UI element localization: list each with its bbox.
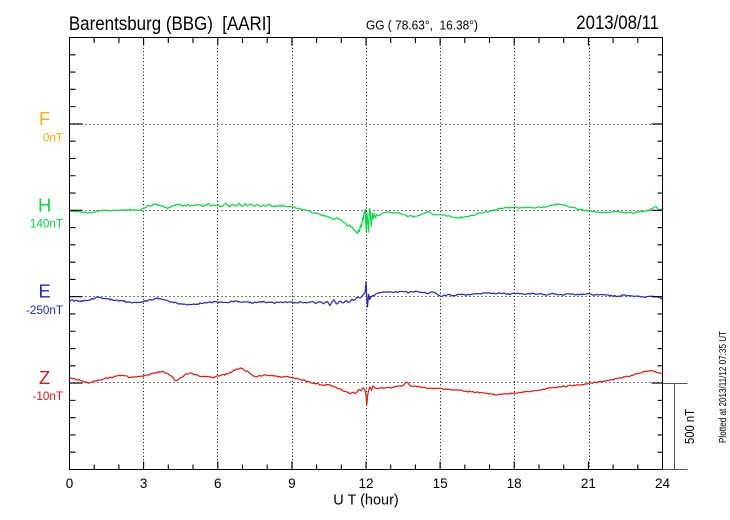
svg-text:18: 18 <box>507 476 522 491</box>
svg-text:0: 0 <box>66 476 74 491</box>
svg-text:GG ( 78.63°, 16.38°): GG ( 78.63°, 16.38°) <box>366 19 478 33</box>
svg-text:U T (hour): U T (hour) <box>333 492 399 508</box>
svg-text:2013/08/11: 2013/08/11 <box>576 13 659 34</box>
svg-text:H: H <box>38 194 51 215</box>
svg-text:12: 12 <box>358 476 373 491</box>
svg-text:24: 24 <box>655 476 671 491</box>
svg-text:-10nT: -10nT <box>32 390 63 403</box>
svg-text:6: 6 <box>214 476 222 491</box>
svg-text:140nT: 140nT <box>30 218 63 231</box>
svg-text:500 nT: 500 nT <box>682 409 697 444</box>
svg-text:15: 15 <box>433 476 448 491</box>
svg-text:Z: Z <box>39 367 50 388</box>
svg-text:F: F <box>39 108 50 129</box>
svg-text:-250nT: -250nT <box>26 304 63 317</box>
svg-text:21: 21 <box>581 476 596 491</box>
svg-text:3: 3 <box>140 476 148 491</box>
svg-text:0nT: 0nT <box>43 132 63 145</box>
svg-text:Plotted at 2013/11/12 07:35 UT: Plotted at 2013/11/12 07:35 UT <box>718 330 729 443</box>
svg-text:E: E <box>38 281 50 302</box>
svg-text:9: 9 <box>288 476 296 491</box>
svg-text:Barentsburg (BBG) [AARI]: Barentsburg (BBG) [AARI] <box>69 14 271 35</box>
